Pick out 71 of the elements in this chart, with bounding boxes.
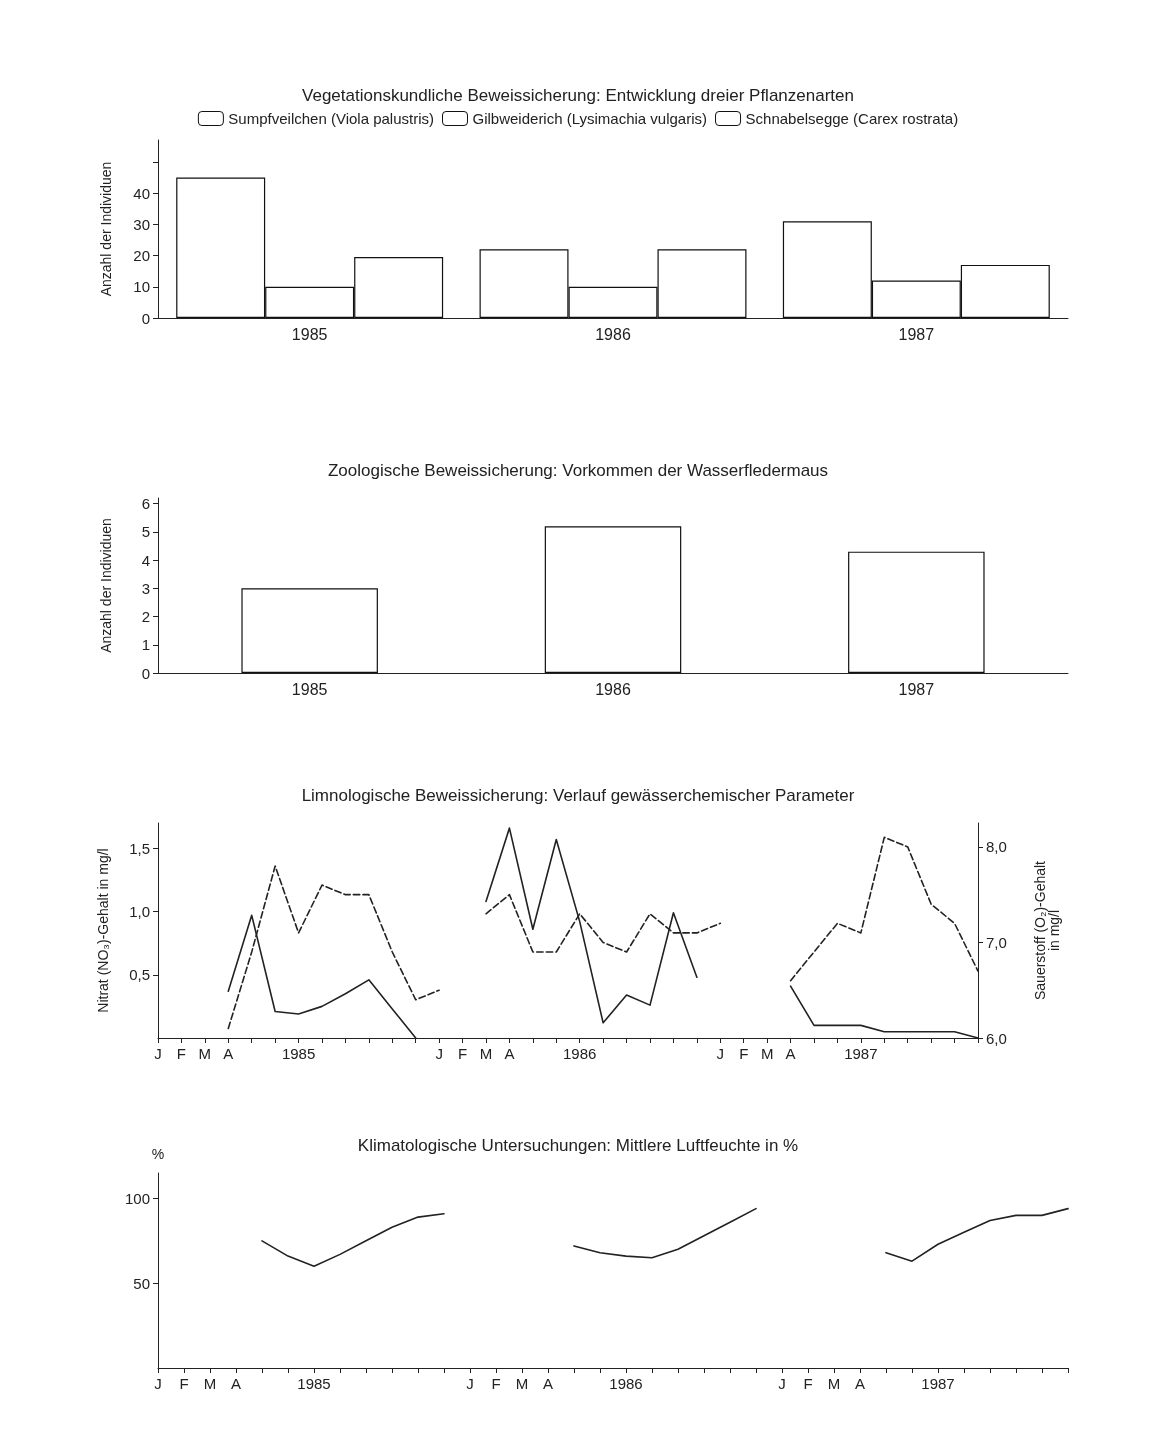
x-tick-label: F — [457, 1045, 468, 1062]
x-tick-label: 1986 — [595, 680, 631, 698]
y-tick-label: 0 — [141, 664, 150, 682]
y2-axis-title: Sauerstoff (O₂)-Gehalt in mg/l — [1032, 860, 1062, 1001]
y-axis-title: Nitrat (NO₃)-Gehalt in mg/l — [95, 848, 111, 1013]
x-tick-label: A — [223, 1045, 234, 1062]
x-tick-label: 1987 — [844, 1045, 878, 1062]
y2-tick-label: 7,0 — [986, 933, 1007, 951]
x-tick-label: J — [466, 1375, 474, 1392]
y2-tick-label: 6,0 — [986, 1029, 1007, 1047]
chart-title: Vegetationskundliche Beweissicherung: Entwicklung dreier Pflanzenarten — [302, 86, 854, 105]
y-tick-label: 1,5 — [129, 839, 150, 857]
y2-tick-label: 8,0 — [986, 838, 1007, 856]
y-axis-title: % — [151, 1146, 165, 1162]
y-axis-title: Anzahl der Individuen — [98, 161, 114, 297]
chart-title: Klimatologische Untersuchungen: Mittlere Luftfeuchte in % — [357, 1136, 799, 1155]
x-tick-label: 1985 — [291, 680, 328, 698]
x-tick-label: 1986 — [595, 325, 631, 343]
x-tick-label: F — [739, 1045, 749, 1062]
x-tick-label: M — [479, 1045, 493, 1062]
x-tick-label: M — [760, 1045, 774, 1062]
y-tick-label: 40 — [133, 184, 150, 202]
x-tick-label: M — [827, 1375, 841, 1392]
y-tick-label: 3 — [141, 579, 150, 597]
x-tick-label: 1987 — [898, 325, 935, 343]
y-tick-label: 100 — [124, 1189, 150, 1207]
x-tick-label: 1985 — [291, 325, 328, 343]
y-tick-label: 0 — [141, 309, 150, 327]
x-tick-label: F — [176, 1045, 187, 1062]
y-tick-label: 1 — [141, 636, 150, 654]
x-tick-label: 1987 — [921, 1375, 955, 1392]
x-tick-label: 1985 — [297, 1375, 331, 1392]
y-tick-label: 50 — [133, 1274, 150, 1292]
x-tick-label: A — [785, 1045, 796, 1062]
x-tick-label: J — [154, 1375, 162, 1392]
x-tick-label: M — [515, 1375, 529, 1392]
y-tick-label: 4 — [141, 551, 150, 569]
x-tick-label: J — [778, 1375, 786, 1392]
bar — [848, 551, 985, 673]
y-tick-label: 20 — [133, 247, 150, 265]
x-tick-label: A — [504, 1045, 515, 1062]
x-tick-label: J — [716, 1045, 725, 1062]
x-tick-label: J — [154, 1045, 162, 1062]
x-tick-label: F — [491, 1375, 501, 1392]
x-tick-label: F — [179, 1375, 189, 1392]
x-tick-label: M — [203, 1375, 217, 1392]
x-tick-label: A — [854, 1375, 866, 1392]
x-tick-label: J — [435, 1045, 443, 1062]
x-tick-label: F — [803, 1375, 813, 1392]
x-tick-label: A — [230, 1375, 242, 1392]
y-tick-label: 1,0 — [129, 903, 150, 921]
y-tick-label: 10 — [133, 278, 150, 296]
x-tick-label: 1986 — [609, 1375, 643, 1392]
legend-label: Sumpfveilchen (Viola palustris) — [228, 110, 435, 127]
y-tick-label: 2 — [141, 608, 150, 626]
chart-title: Limnologische Beweissicherung: Verlauf gewässerchemischer Parameter — [301, 786, 855, 805]
chart-title: Zoologische Beweissicherung: Vorkommen der Wasserfledermaus — [327, 461, 829, 480]
y-tick-label: 5 — [141, 523, 150, 541]
y-tick-label: 0,5 — [129, 966, 150, 984]
x-tick-label: M — [198, 1045, 212, 1062]
legend-label: Schnabelsegge (Carex rostrata) — [745, 110, 959, 127]
y-tick-label: 6 — [141, 495, 150, 513]
bar — [544, 526, 682, 673]
x-tick-label: 1986 — [563, 1045, 597, 1062]
x-tick-label: 1987 — [898, 680, 935, 698]
bar — [241, 588, 378, 673]
x-tick-label: A — [542, 1375, 554, 1392]
x-tick-label: 1985 — [281, 1045, 316, 1062]
y-tick-label: 30 — [133, 215, 150, 233]
legend-label: Gilbweiderich (Lysimachia vulgaris) — [472, 110, 708, 127]
y-axis-title: Anzahl der Individuen — [98, 518, 114, 653]
